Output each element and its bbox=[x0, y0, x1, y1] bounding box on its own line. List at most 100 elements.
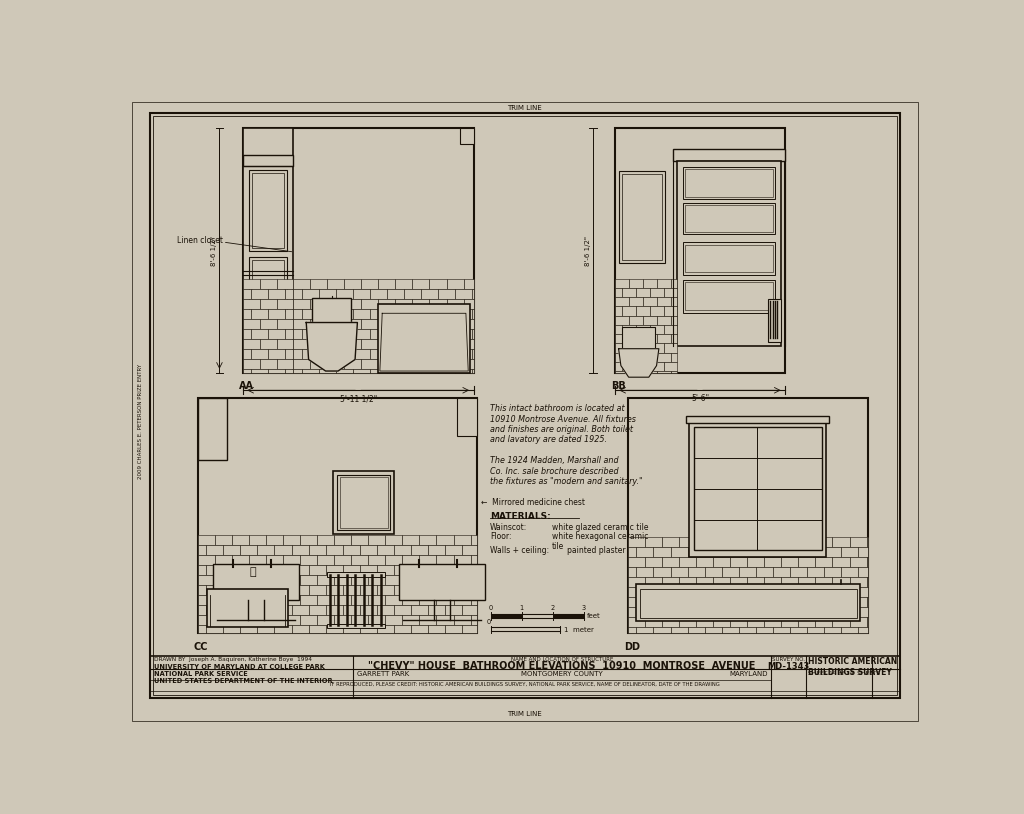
Bar bbox=[730, 536, 748, 546]
Bar bbox=[215, 615, 231, 625]
Bar bbox=[421, 369, 438, 374]
Bar bbox=[411, 585, 428, 595]
Bar bbox=[705, 567, 722, 576]
Bar bbox=[628, 536, 645, 546]
Bar bbox=[730, 557, 748, 567]
Bar bbox=[378, 339, 395, 348]
Bar bbox=[361, 359, 378, 369]
Bar bbox=[807, 627, 824, 632]
Bar bbox=[693, 427, 821, 550]
Bar bbox=[472, 329, 474, 339]
Bar bbox=[293, 299, 310, 309]
Bar bbox=[223, 625, 241, 632]
Bar bbox=[756, 627, 773, 632]
Bar bbox=[385, 555, 402, 565]
Bar bbox=[243, 359, 260, 369]
Bar bbox=[310, 359, 328, 369]
Bar bbox=[696, 597, 713, 606]
Bar bbox=[395, 359, 413, 369]
Bar bbox=[722, 546, 738, 557]
Bar bbox=[276, 278, 293, 289]
Bar bbox=[622, 325, 636, 334]
Bar bbox=[756, 587, 773, 597]
Bar bbox=[628, 617, 645, 627]
Text: SHEET 14 of 14  SHEETS: SHEET 14 of 14 SHEETS bbox=[809, 672, 881, 676]
Text: MD-1343: MD-1343 bbox=[767, 662, 809, 671]
Bar bbox=[243, 339, 260, 348]
Bar bbox=[326, 625, 343, 632]
Bar bbox=[292, 585, 308, 595]
Bar bbox=[403, 289, 421, 299]
Bar bbox=[614, 361, 622, 371]
Bar bbox=[815, 597, 833, 606]
Bar bbox=[411, 545, 428, 555]
Bar bbox=[387, 369, 403, 374]
Bar bbox=[671, 606, 687, 617]
Bar bbox=[243, 289, 251, 299]
Bar bbox=[377, 605, 394, 615]
Bar bbox=[300, 555, 317, 565]
Bar bbox=[662, 617, 679, 627]
Bar bbox=[454, 615, 471, 625]
Bar bbox=[361, 299, 378, 309]
Bar bbox=[679, 536, 696, 546]
Bar bbox=[352, 329, 370, 339]
Bar bbox=[336, 369, 352, 374]
Bar bbox=[628, 587, 636, 597]
Bar bbox=[293, 329, 302, 339]
Bar bbox=[438, 369, 455, 374]
Bar bbox=[445, 625, 462, 632]
Bar bbox=[428, 605, 445, 615]
Bar bbox=[636, 325, 649, 334]
Bar bbox=[198, 398, 477, 632]
Bar bbox=[198, 545, 206, 555]
Bar bbox=[490, 628, 560, 632]
Bar bbox=[361, 339, 378, 348]
Bar bbox=[249, 257, 287, 311]
Bar bbox=[471, 595, 477, 605]
Bar bbox=[454, 535, 471, 545]
Bar bbox=[293, 339, 310, 348]
Bar bbox=[462, 565, 477, 575]
Bar bbox=[629, 334, 643, 344]
Bar bbox=[399, 563, 484, 601]
Bar bbox=[370, 329, 387, 339]
Bar bbox=[462, 545, 477, 555]
Bar bbox=[455, 309, 472, 318]
Bar bbox=[748, 617, 764, 627]
Bar bbox=[352, 309, 370, 318]
Bar bbox=[359, 625, 377, 632]
Bar bbox=[656, 334, 671, 344]
Bar bbox=[773, 587, 790, 597]
Bar bbox=[343, 625, 359, 632]
Bar bbox=[359, 565, 377, 575]
Bar bbox=[252, 173, 284, 247]
Text: Floor:: Floor: bbox=[489, 532, 511, 541]
Bar bbox=[351, 575, 369, 585]
Bar bbox=[649, 344, 664, 352]
Bar bbox=[251, 309, 268, 318]
Bar bbox=[521, 614, 553, 618]
Text: ⌓: ⌓ bbox=[250, 567, 256, 576]
Bar bbox=[628, 546, 636, 557]
Bar bbox=[403, 329, 421, 339]
Bar bbox=[274, 605, 292, 615]
Bar bbox=[429, 278, 446, 289]
Bar bbox=[198, 585, 206, 595]
Bar bbox=[636, 606, 653, 617]
Bar bbox=[286, 289, 293, 299]
Bar bbox=[411, 625, 428, 632]
Bar bbox=[351, 595, 369, 605]
Bar bbox=[722, 627, 738, 632]
Bar bbox=[790, 567, 807, 576]
Bar bbox=[334, 471, 394, 534]
Bar bbox=[428, 545, 445, 555]
Bar bbox=[223, 565, 241, 575]
Bar bbox=[671, 567, 687, 576]
Bar bbox=[671, 627, 687, 632]
Bar bbox=[429, 359, 446, 369]
Bar bbox=[310, 299, 328, 309]
Bar bbox=[317, 615, 334, 625]
Bar bbox=[799, 617, 815, 627]
Bar bbox=[436, 615, 454, 625]
